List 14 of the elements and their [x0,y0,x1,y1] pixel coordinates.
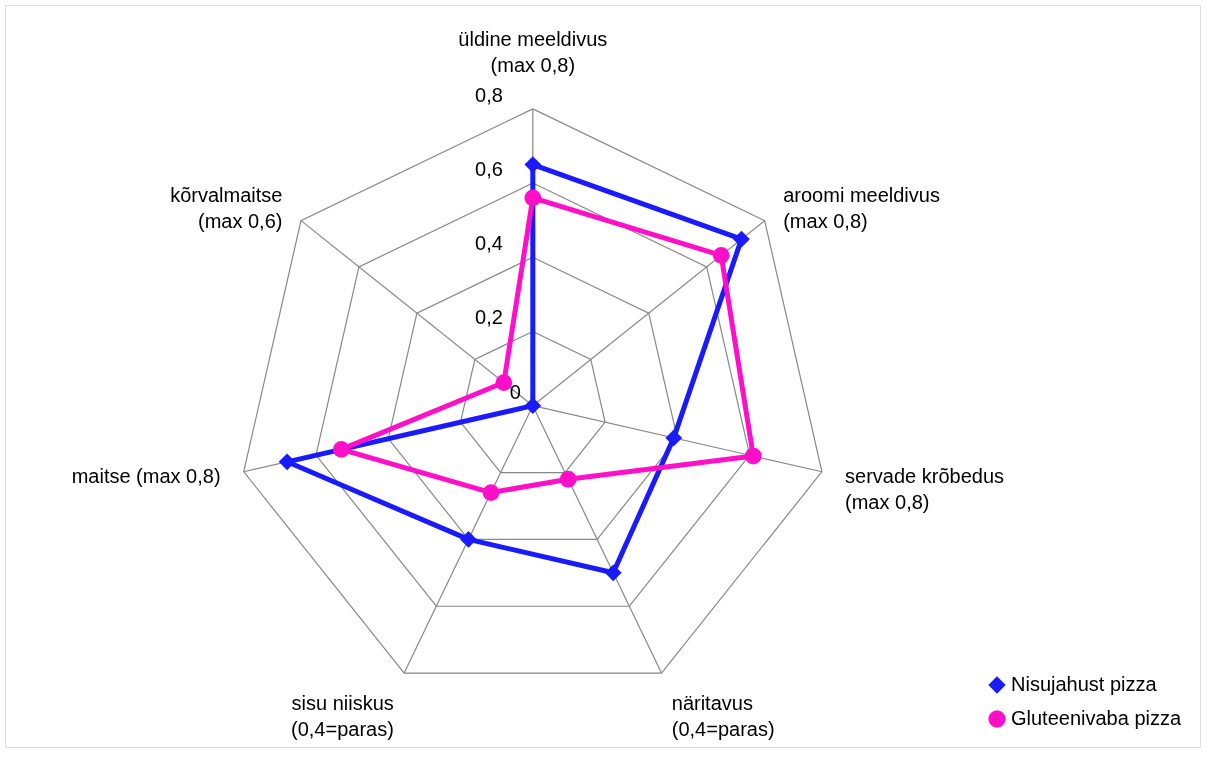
spoke-label: kõrvalmaitse (max 0,6) [170,183,283,232]
spoke-label: servade krõbedus (max 0,8) [845,465,1005,514]
spoke-label: maitse (max 0,8) [71,465,221,488]
legend-label: Gluteenivaba pizza [1011,707,1182,729]
legend-label: Nisujahust pizza [1011,673,1158,695]
y-tick-label: 0 [509,380,521,403]
spoke-label: näritavus (0,4=paras) [671,692,775,741]
spoke-label: aroomi meeldivus (max 0,8) [783,183,940,232]
spoke-label: üldine meeldivus (max 0,8) [458,27,608,76]
y-tick-label: 0,4 [475,232,503,255]
y-tick-label: 0,8 [475,83,503,106]
y-tick-label: 0,2 [475,306,503,329]
y-tick-label: 0,6 [475,158,503,181]
spoke-label: sisu niiskus (0,4=paras) [291,692,394,741]
